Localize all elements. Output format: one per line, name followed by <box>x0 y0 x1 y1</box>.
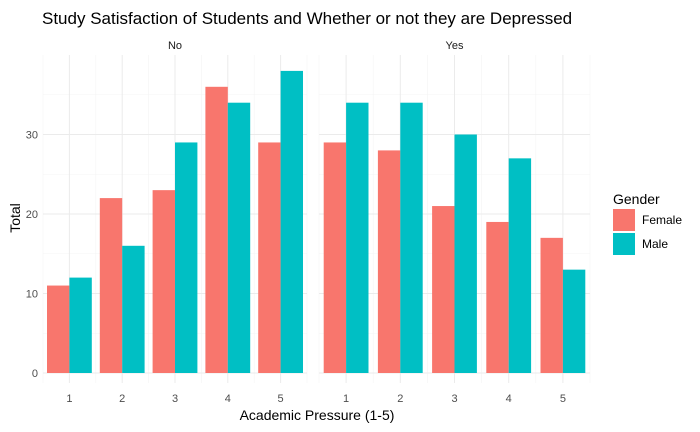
bar-no-female-4 <box>205 86 228 374</box>
x-tick-label: 2 <box>119 393 125 405</box>
bar-no-male-5 <box>280 70 303 374</box>
x-axis-title: Academic Pressure (1-5) <box>240 407 395 423</box>
facet-panels: No 1 2 3 4 5 Yes 1 2 3 4 5 0 10 20 30 <box>26 40 591 405</box>
legend-title: Gender <box>613 191 660 207</box>
facet-label: No <box>168 40 182 52</box>
bar-no-male-4 <box>227 102 251 373</box>
bar-yes-male-5 <box>562 269 586 373</box>
x-tick-label: 5 <box>278 393 284 405</box>
y-tick-label: 20 <box>26 209 38 221</box>
bar-yes-female-3 <box>432 206 455 373</box>
bar-no-female-5 <box>258 142 281 373</box>
bar-yes-female-2 <box>377 150 401 373</box>
x-tick-label: 2 <box>397 393 403 405</box>
panel-no: No 1 2 3 4 5 <box>42 40 308 405</box>
bar-no-male-1 <box>69 277 92 373</box>
x-tick-label: 4 <box>506 393 512 405</box>
y-axis-title: Total <box>7 203 23 233</box>
chart-title: Study Satisfaction of Students and Wheth… <box>42 9 572 28</box>
y-tick-label: 0 <box>32 368 38 380</box>
x-tick-label: 1 <box>66 393 72 405</box>
bar-yes-female-5 <box>540 237 563 373</box>
x-tick-label: 4 <box>225 393 231 405</box>
x-tick-label: 1 <box>343 393 349 405</box>
legend-key-male <box>613 233 635 255</box>
x-tick-label: 3 <box>172 393 178 405</box>
bar-no-male-2 <box>122 245 145 373</box>
legend-label-female: Female <box>642 213 682 227</box>
y-tick-label: 30 <box>26 130 38 142</box>
facet-label: Yes <box>446 40 464 52</box>
bar-no-female-3 <box>152 190 175 373</box>
bar-no-male-3 <box>175 142 198 373</box>
bar-no-female-2 <box>99 198 123 373</box>
bar-yes-male-1 <box>346 102 369 373</box>
bar-yes-male-2 <box>400 102 423 373</box>
bar-yes-male-3 <box>454 134 477 373</box>
bar-no-female-1 <box>47 285 70 373</box>
bar-yes-female-1 <box>323 142 347 373</box>
legend: Gender Female Male <box>613 191 682 255</box>
legend-key-female <box>613 209 635 231</box>
legend-label-male: Male <box>642 237 668 251</box>
y-tick-label: 10 <box>26 289 38 301</box>
bar-yes-male-4 <box>508 158 532 373</box>
x-tick-label: 3 <box>451 393 457 405</box>
panel-yes: Yes 1 2 3 4 5 <box>318 40 591 405</box>
bar-yes-female-4 <box>486 221 509 373</box>
x-tick-label: 5 <box>560 393 566 405</box>
